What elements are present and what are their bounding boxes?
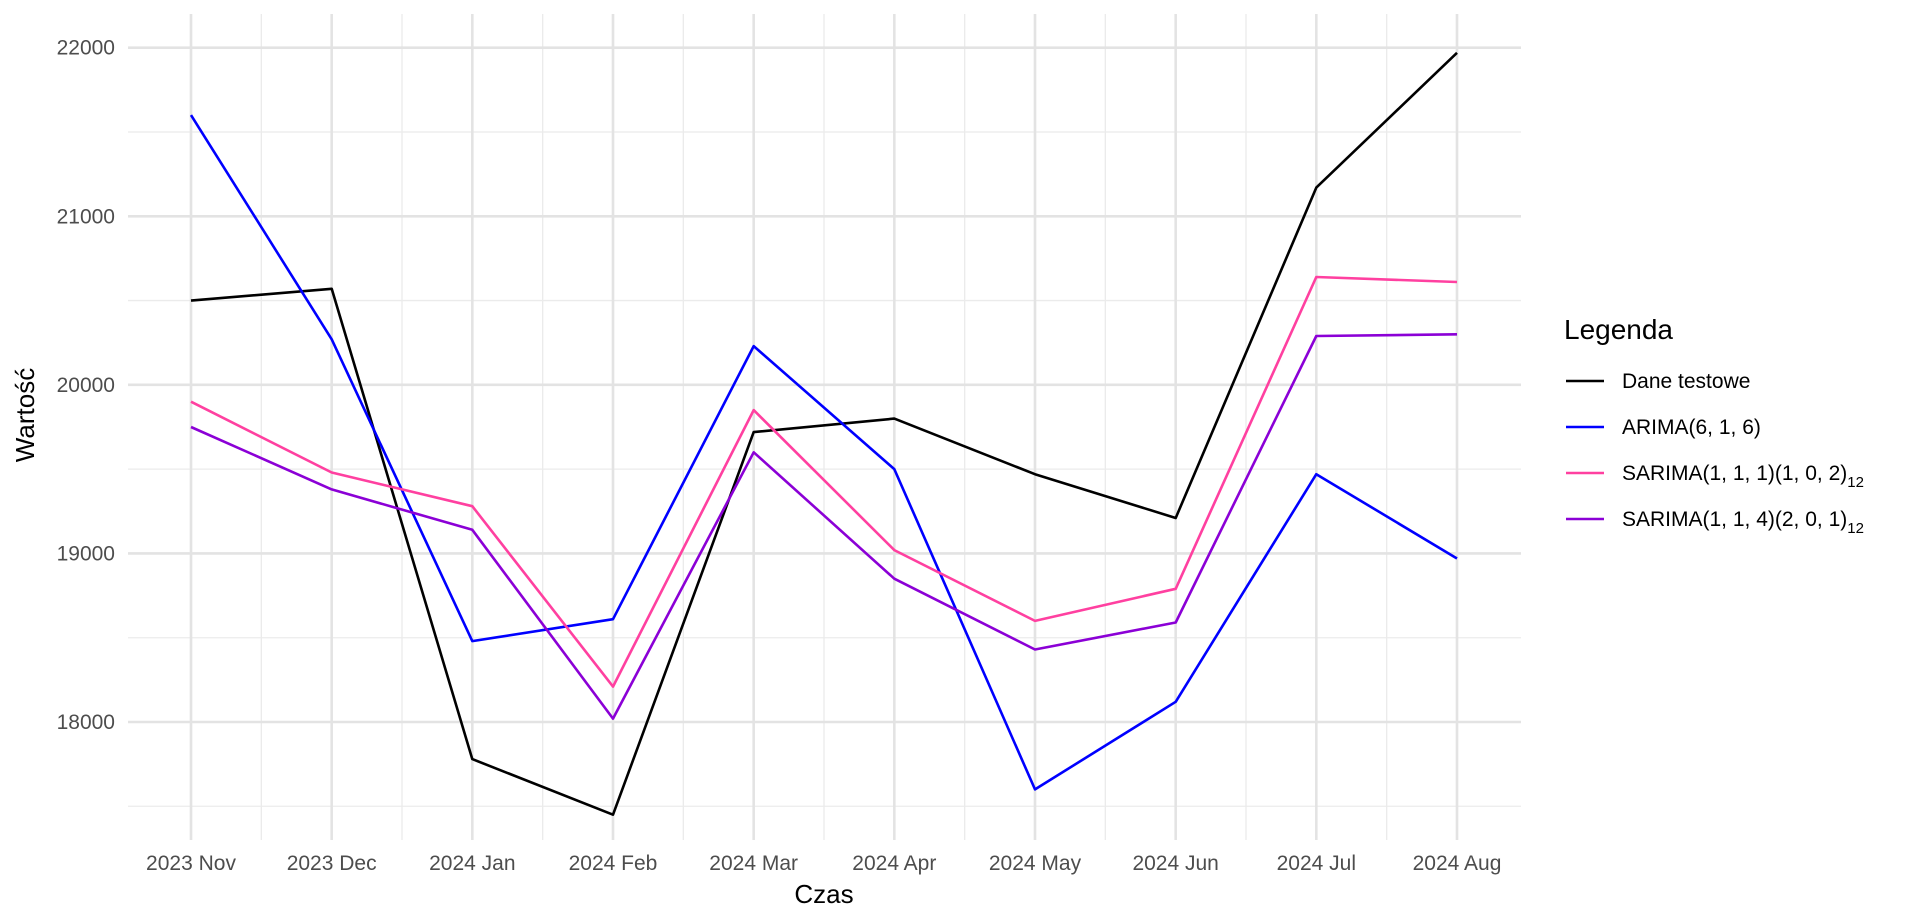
legend-label: SARIMA(1, 1, 4)(2, 0, 1)12 [1622,508,1864,537]
x-axis-ticks: 2023 Nov 2023 Dec 2024 Jan 2024 Feb 2024 Mar… [146,852,1501,875]
x-tick-label: 2024 Feb [569,852,658,875]
series-line [190,51,1458,817]
x-axis-title: Czas [794,879,853,909]
x-tick-label: 2024 Jul [1277,852,1356,875]
x-tick-label: 2024 May [989,852,1082,875]
legend-label: ARIMA(6, 1, 6) [1622,416,1761,439]
legend-title: Legenda [1564,314,1673,345]
x-tick-label: 2023 Dec [287,852,377,875]
legend-label: SARIMA(1, 1, 1)(1, 0, 2)12 [1622,462,1864,491]
x-tick-label: 2024 Jun [1132,852,1218,875]
legend: Legenda Dane testowe ARIMA(6, 1, 6) SARIMA… [1564,314,1864,537]
legend-subscript: 12 [1847,520,1864,537]
x-tick-label: 2024 Aug [1413,852,1502,875]
series-line [190,333,1458,720]
x-tick-label: 2024 Mar [709,852,798,875]
grid-lines [128,14,1521,840]
x-tick-label: 2023 Nov [146,852,236,875]
y-tick-label: 22000 [57,37,115,60]
y-tick-label: 19000 [57,542,115,565]
series-lines [189,51,1458,817]
x-tick-label: 2024 Apr [852,852,936,875]
y-tick-label: 21000 [57,205,115,228]
series-line [190,275,1458,688]
y-tick-label: 18000 [57,711,115,734]
y-axis-ticks: 18000 19000 20000 21000 22000 [57,37,115,734]
x-tick-label: 2024 Jan [429,852,515,875]
y-axis-title: Wartość [10,368,40,462]
y-tick-label: 20000 [57,374,115,397]
legend-subscript: 12 [1847,474,1864,491]
legend-label: Dane testowe [1622,370,1750,393]
legend-items: Dane testowe ARIMA(6, 1, 6) SARIMA(1, 1, 1… [1566,370,1864,537]
